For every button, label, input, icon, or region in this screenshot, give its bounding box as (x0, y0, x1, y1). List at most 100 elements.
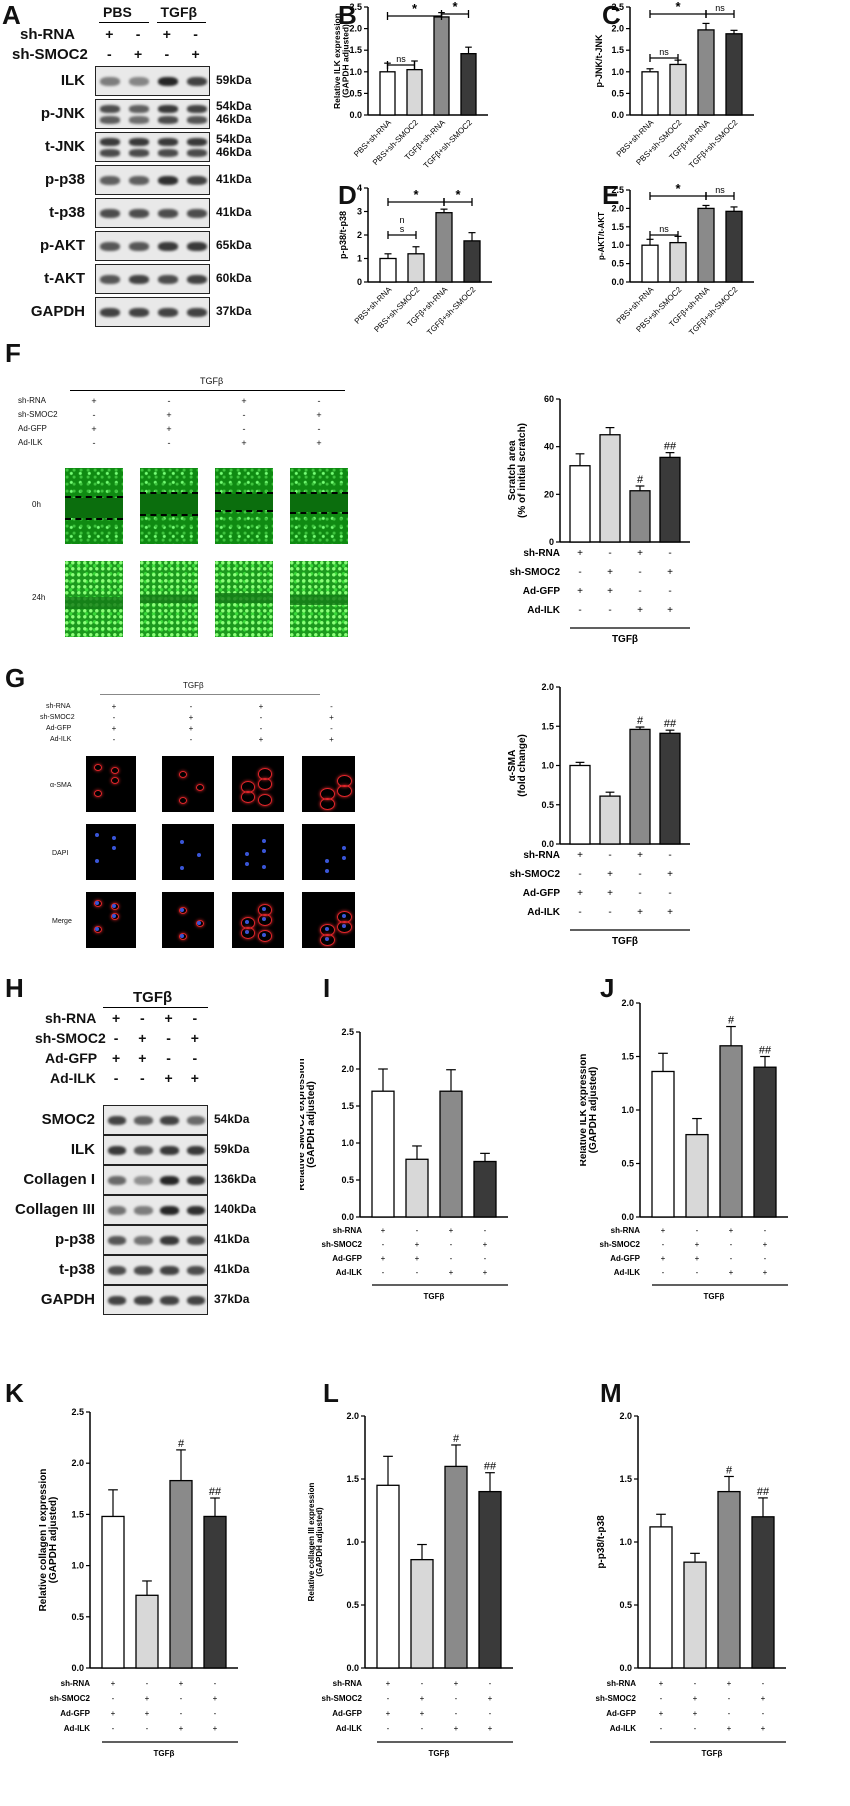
blot-image (103, 1255, 208, 1285)
condition-sign: - (112, 1694, 115, 1703)
condition-sign: - (112, 735, 116, 744)
bar (685, 1133, 709, 1218)
condition-sign: + (695, 1254, 700, 1263)
cell-nucleus (112, 914, 116, 918)
condition-sign: + (91, 424, 97, 434)
condition-sign: - (578, 869, 581, 880)
bracket-text-line2: s (400, 224, 405, 234)
blot-band (160, 1235, 179, 1246)
panel-label-m: M (600, 1378, 622, 1408)
scratch-edge (65, 496, 123, 498)
panel-label-j: J (600, 973, 615, 1003)
condition-sign: - (92, 438, 96, 448)
condition-sign: + (145, 1709, 150, 1718)
bracket-text: * (675, 0, 681, 14)
scratch-image (290, 561, 348, 637)
condition-sign: - (638, 567, 641, 578)
cell-actin (196, 784, 204, 791)
y-axis-label: p-p38/t-p38 (338, 211, 348, 259)
condition-label: Ad-GFP (45, 1050, 98, 1066)
blot-label: t-AKT (44, 270, 85, 287)
condition-sign: + (241, 438, 247, 448)
condition-sign: + (727, 1724, 732, 1733)
bar (669, 241, 687, 283)
y-tick-label: 40 (544, 442, 554, 452)
y-tick-label: 0.0 (349, 110, 362, 120)
significance-mark: ## (209, 1486, 222, 1498)
blot-band (157, 138, 178, 146)
blot-band (100, 307, 121, 318)
bar (444, 1465, 468, 1669)
blot-band (186, 241, 207, 252)
blot-band (100, 149, 121, 157)
y-tick-label: 0.5 (346, 1600, 359, 1610)
bar (379, 257, 397, 283)
y-tick-label: 1.0 (611, 240, 624, 250)
kda-label: 65kDa (216, 238, 252, 252)
condition-sign: + (190, 1070, 199, 1086)
y-axis-label: (GAPDH adjusted) (588, 1067, 599, 1154)
condition-sign: - (189, 702, 193, 711)
y-tick-label: 1.0 (611, 67, 624, 77)
condition-sign: + (112, 1050, 121, 1066)
blot-band (107, 1145, 127, 1156)
condition-sign: - (668, 888, 671, 899)
group-underline (156, 22, 206, 23)
condition-sign: + (659, 1679, 664, 1688)
cell-actin (94, 764, 102, 771)
y-tick-label: 0 (549, 537, 554, 547)
condition-sign: - (638, 888, 641, 899)
chart-f-scratch-area: 0 20 40 60 Scratch area (% of initial scratch… (507, 394, 690, 645)
y-tick-label: 2.0 (71, 1458, 84, 1468)
cell-actin (94, 900, 102, 907)
condition-sign: + (213, 1724, 218, 1733)
condition-sign: - (762, 1709, 765, 1718)
chart-d-pp38-tp38: 01234p-p38/t-p38PBS+sh-RNAPBS+sh-SMOC2TG… (338, 183, 492, 337)
condition-label: Ad-ILK (336, 1268, 362, 1277)
y-tick-label: 2.5 (71, 1407, 84, 1417)
condition-sign: - (484, 1226, 487, 1235)
condition-label: sh-SMOC2 (12, 46, 88, 63)
cell-nucleus (341, 914, 346, 919)
condition-sign: - (608, 548, 611, 559)
group-underline (70, 390, 345, 391)
blot-band (157, 175, 178, 186)
blot-label: p-JNK (40, 105, 85, 122)
condition-sign: + (637, 548, 643, 559)
condition-sign: - (455, 1694, 458, 1703)
stain-label: Merge (52, 918, 72, 925)
fluorescence-image (162, 892, 214, 948)
bracket-text: * (412, 1, 418, 16)
bar (697, 29, 715, 116)
condition-sign: - (167, 396, 171, 406)
condition-label: Ad-ILK (527, 605, 561, 616)
condition-sign: - (730, 1254, 733, 1263)
bracket-text: * (413, 187, 419, 202)
scratch-image (290, 468, 348, 544)
blot-band (157, 241, 178, 252)
condition-sign: + (763, 1240, 768, 1249)
significance-mark: # (178, 1438, 185, 1450)
bar (569, 764, 591, 845)
blot-label: t-JNK (45, 138, 85, 155)
condition-sign: + (145, 1694, 150, 1703)
chart-g-asma-fold: 0.00.51.01.52.0α-SMA (fold change)# ##sh-R… (507, 682, 690, 947)
y-tick-label: 0.5 (611, 88, 624, 98)
condition-label: Ad-ILK (336, 1724, 362, 1733)
condition-sign: - (180, 1694, 183, 1703)
y-axis-label: Relative collagen III expression (307, 1483, 316, 1602)
condition-sign: + (661, 1254, 666, 1263)
condition-sign: + (162, 26, 171, 42)
bracket-text: * (452, 0, 458, 14)
condition-label: sh-RNA (18, 396, 47, 405)
cell-nucleus (197, 853, 201, 857)
fluorescence-image (162, 756, 214, 812)
blot-image (95, 198, 210, 228)
bracket-text-line1: n (399, 215, 404, 225)
cell-actin (94, 926, 102, 933)
condition-sign: - (668, 850, 671, 861)
panel-label-l: L (323, 1378, 339, 1408)
blot-label: p-AKT (40, 237, 85, 254)
bar (669, 63, 687, 116)
condition-label: sh-RNA (61, 1679, 91, 1688)
